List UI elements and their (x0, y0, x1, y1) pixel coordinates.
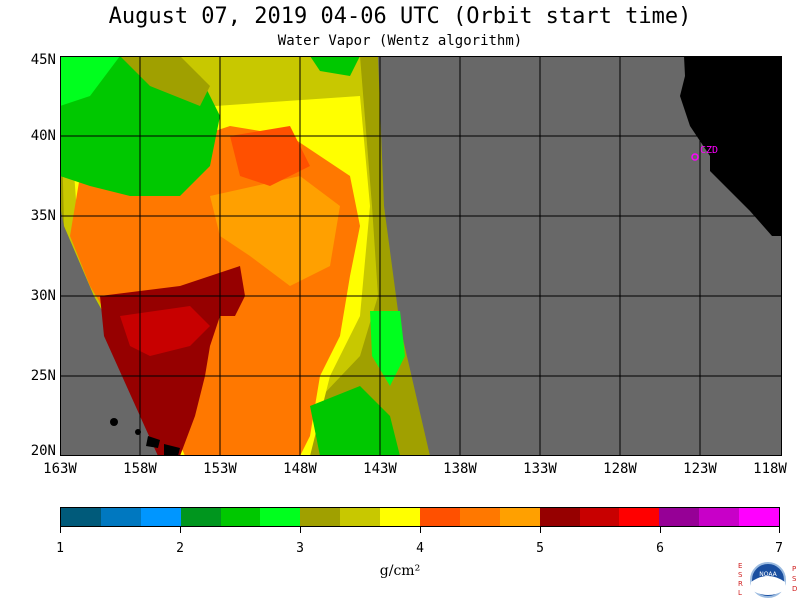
colorbar-segment (180, 508, 221, 526)
green-patch-ne (310, 56, 360, 76)
chart-title: August 07, 2019 04-06 UTC (Orbit start t… (108, 4, 692, 29)
lon-label-138w: 138W (443, 461, 477, 477)
map-canvas (60, 56, 782, 456)
colorbar-label-7: 7 (775, 541, 783, 556)
lat-label-20n: 20N (30, 443, 56, 459)
lat-label-25n: 25N (30, 368, 56, 384)
noaa-logo: NOAA ESRL PSD (736, 560, 800, 600)
station-label: CZD (700, 145, 719, 156)
island-1 (110, 418, 118, 426)
colorbar-label-1: 1 (56, 541, 64, 556)
island-4 (164, 444, 180, 456)
logo-center-text: NOAA (759, 571, 777, 578)
colorbar-segment (659, 508, 700, 526)
colorbar-segment (100, 508, 141, 526)
colorbar (60, 507, 780, 527)
light-orange-patch (210, 176, 340, 286)
water-vapor-map: CZD (60, 56, 782, 456)
colorbar-label-4: 4 (416, 541, 424, 556)
island-3 (146, 436, 160, 448)
colorbar-tick (60, 527, 61, 533)
lon-label-118w: 118W (753, 461, 787, 477)
lon-label-158w: 158W (123, 461, 157, 477)
colorbar-segment (619, 508, 660, 526)
dark-red-region (100, 266, 245, 456)
lon-label-148w: 148W (283, 461, 317, 477)
colorbar-tick (779, 527, 780, 533)
colorbar-segment (499, 508, 540, 526)
colorbar-tick (660, 527, 661, 533)
lon-label-153w: 153W (203, 461, 237, 477)
olive-ring (120, 56, 210, 106)
colorbar-tick (420, 527, 421, 533)
colorbar-label-2: 2 (176, 541, 184, 556)
lat-label-30n: 30N (30, 288, 56, 304)
colorbar-segment (739, 508, 780, 526)
colorbar-segment (579, 508, 620, 526)
colorbar-segment (260, 508, 301, 526)
station-marker-icon (691, 153, 699, 161)
lon-label-123w: 123W (683, 461, 717, 477)
colorbar-segment (140, 508, 181, 526)
colorbar-tick (540, 527, 541, 533)
colorbar-segment (300, 508, 341, 526)
logo-right-letters: PSD (792, 565, 798, 593)
bright-green-region (60, 56, 120, 106)
colorbar-segment (340, 508, 381, 526)
green-region-se (310, 386, 400, 456)
green-region-e (370, 311, 405, 386)
lon-label-133w: 133W (523, 461, 557, 477)
colorbar-segment (380, 508, 421, 526)
grid-lines (60, 56, 782, 456)
orange-red-patch (230, 126, 310, 186)
colorbar-tick (300, 527, 301, 533)
red-patch (120, 306, 210, 356)
colorbar-segment (420, 508, 460, 526)
colorbar-label-5: 5 (536, 541, 544, 556)
colorbar-tick (180, 527, 181, 533)
colorbar-segment (699, 508, 740, 526)
logo-left-letters: ESRL (738, 562, 743, 597)
colorbar-segment (220, 508, 261, 526)
lon-label-128w: 128W (603, 461, 637, 477)
colorbar-segment (61, 508, 101, 526)
colorbar-segment (539, 508, 580, 526)
lat-label-35n: 35N (30, 208, 56, 224)
lon-label-163w: 163W (43, 461, 77, 477)
map-frame (60, 56, 782, 456)
lon-label-143w: 143W (363, 461, 397, 477)
lat-label-40n: 40N (30, 128, 56, 144)
land-coast (680, 56, 782, 236)
colorbar-label-6: 6 (656, 541, 664, 556)
colorbar-unit: g/cm² (379, 563, 421, 579)
lat-label-45n: 45N (30, 52, 56, 68)
chart-subtitle: Water Vapor (Wentz algorithm) (277, 33, 523, 49)
colorbar-label-3: 3 (296, 541, 304, 556)
colorbar-segment (459, 508, 500, 526)
